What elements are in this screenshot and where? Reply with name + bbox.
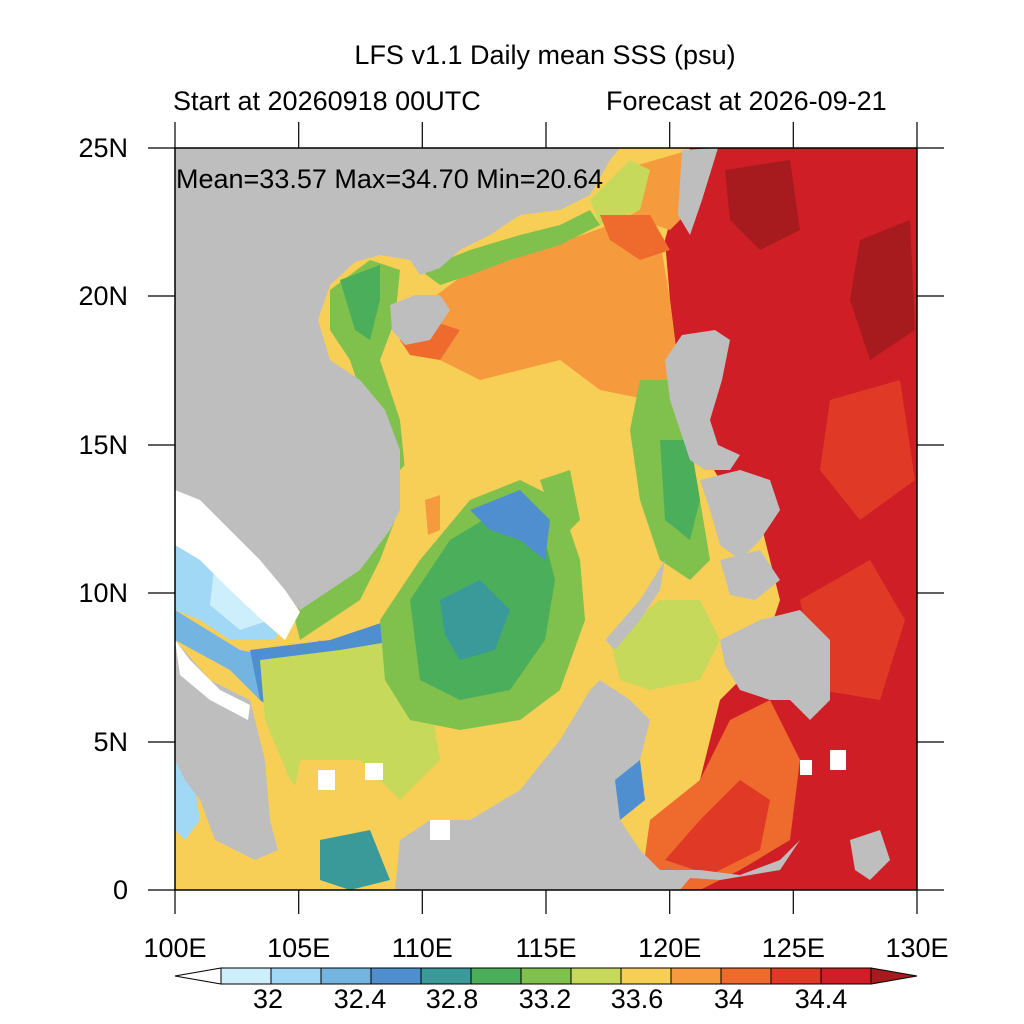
colorbar-swatch <box>470 967 522 985</box>
colorbar-swatch <box>220 967 272 985</box>
forecast-time-label: Forecast at 2026-09-21 <box>606 86 887 116</box>
colorbar-end-high <box>870 967 918 985</box>
colorbar-label: 32.8 <box>426 984 479 1014</box>
colorbar-swatch <box>620 967 672 985</box>
colorbar-swatch <box>420 967 472 985</box>
x-tick-labels: 100E 105E 110E 115E 120E 125E 130E <box>143 933 948 963</box>
colorbar-label: 32.4 <box>334 984 387 1014</box>
y-tick-label: 10N <box>78 578 128 608</box>
colorbar-swatch <box>320 967 372 985</box>
x-tick-label: 130E <box>885 933 948 963</box>
colorbar-label: 33.2 <box>519 984 572 1014</box>
colorbar-swatch <box>370 967 422 985</box>
y-tick-label: 15N <box>78 430 128 460</box>
colorbar-labels: 32 32.4 32.8 33.2 33.6 34 34.4 <box>253 984 847 1014</box>
y-tick-labels: 25N 20N 15N 10N 5N 0 <box>78 133 128 905</box>
colorbar-swatch <box>670 967 722 985</box>
colorbar-label: 34 <box>714 984 744 1014</box>
x-tick-label: 120E <box>638 933 701 963</box>
y-tick-label: 20N <box>78 281 128 311</box>
colorbar-label: 33.6 <box>611 984 664 1014</box>
colorbar <box>174 967 918 985</box>
colorbar-end-low <box>174 967 222 985</box>
axis-ticks <box>148 122 944 914</box>
map-title: LFS v1.1 Daily mean SSS (psu) <box>354 40 736 70</box>
colorbar-swatch <box>720 967 772 985</box>
land-masses <box>175 148 890 890</box>
colorbar-swatch <box>520 967 572 985</box>
start-time-label: Start at 20260918 00UTC <box>173 86 481 116</box>
x-tick-label: 115E <box>515 933 576 963</box>
colorbar-swatch <box>770 967 822 985</box>
x-tick-label: 105E <box>267 933 330 963</box>
map-field <box>175 148 917 890</box>
colorbar-swatch <box>570 967 622 985</box>
x-tick-label: 125E <box>762 933 825 963</box>
y-tick-label: 25N <box>78 133 128 163</box>
y-tick-label: 0 <box>113 875 128 905</box>
colorbar-swatch <box>820 967 872 985</box>
colorbar-label: 34.4 <box>795 984 848 1014</box>
x-tick-label: 110E <box>392 933 453 963</box>
colorbar-swatch <box>270 967 322 985</box>
x-tick-label: 100E <box>143 933 206 963</box>
stats-text: Mean=33.57 Max=34.70 Min=20.64 <box>176 164 603 194</box>
y-tick-label: 5N <box>93 727 128 757</box>
colorbar-label: 32 <box>253 984 283 1014</box>
